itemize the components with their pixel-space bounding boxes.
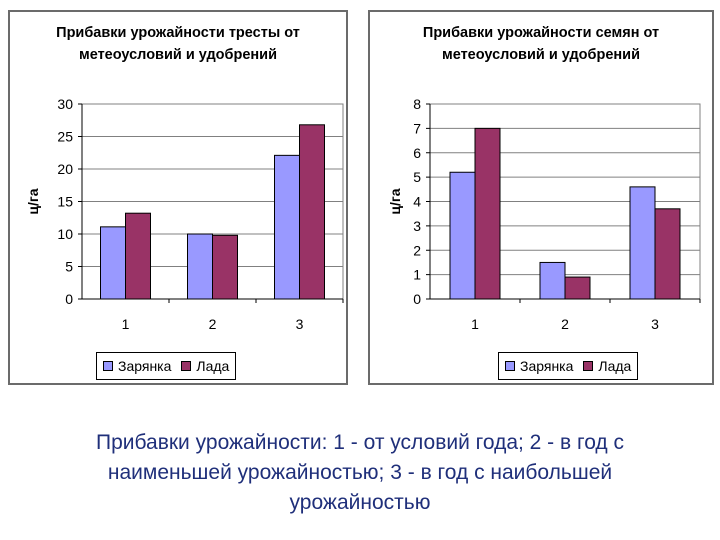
y-tick-label: 25 [57,129,73,145]
bar-lada [125,212,151,300]
y-tick-label: 30 [57,96,73,112]
legend-item-lada: Лада [583,358,631,374]
y-tick-label: 15 [57,194,73,210]
legend-label: Лада [196,358,230,374]
y-tick-label: 5 [413,169,421,185]
legend-item-lada: Лада [181,358,229,374]
caption: Прибавки урожайности: 1 - от условий год… [95,431,625,514]
y-tick-label: 4 [413,194,421,210]
bar-zaryanka [449,171,476,300]
y-tick-label: 6 [413,145,421,161]
bar-zaryanka [539,261,566,300]
y-axis-label: ц/га [387,188,403,214]
legend: Зарянка Лада [498,352,639,380]
bar-chart-seeds: 0 1 2 3 4 5 6 7 8 ц/га 1 2 3 [387,96,701,332]
y-tick-label: 0 [413,291,421,307]
x-tick-label: 3 [296,316,304,332]
bar-lada [564,276,591,300]
bar-chart-tresta: 0 5 10 15 20 25 30 ц/га 1 2 3 [25,96,344,332]
x-tick-label: 2 [209,316,217,332]
bar-zaryanka [187,233,213,300]
y-tick-label: 7 [413,120,421,136]
chart-panel-seeds: Прибавки урожайности семян от метеоуслов… [368,10,714,385]
bar-lada [654,208,681,300]
legend-swatch-zaryanka [505,361,515,371]
bar-lada [212,234,238,300]
chart-title: Прибавки урожайности тресты от метеоусло… [56,25,300,63]
bar-zaryanka [100,226,126,300]
bar-zaryanka [274,154,300,300]
y-tick-label: 10 [57,226,73,242]
y-tick-label: 1 [413,267,421,283]
y-tick-label: 8 [413,96,421,112]
y-tick-label: 5 [65,259,73,275]
legend-item-zaryanka: Зарянка [505,358,573,374]
legend-swatch-lada [583,361,594,371]
legend-swatch-zaryanka [103,361,113,371]
y-axis-label: ц/га [25,188,41,214]
x-tick-label: 1 [122,316,130,332]
legend-label: Зарянка [520,358,574,374]
legend: Зарянка Лада [96,352,237,380]
legend-item-zaryanka: Зарянка [103,358,171,374]
legend-label: Лада [598,358,632,374]
x-tick-label: 1 [471,316,479,332]
chart-title: Прибавки урожайности семян от метеоуслов… [422,25,660,63]
bar-lada [299,124,325,300]
chart-panel-tresta: Прибавки урожайности тресты от метеоусло… [8,10,348,385]
legend-swatch-lada [181,361,192,371]
bar-zaryanka [629,186,656,300]
y-tick-label: 2 [413,242,421,258]
bar-lada [474,127,501,300]
legend-label: Зарянка [118,358,172,374]
y-tick-label: 3 [413,218,421,234]
x-tick-label: 2 [561,316,569,332]
y-tick-label: 20 [57,161,73,177]
x-tick-label: 3 [651,316,659,332]
y-tick-label: 0 [65,291,73,307]
